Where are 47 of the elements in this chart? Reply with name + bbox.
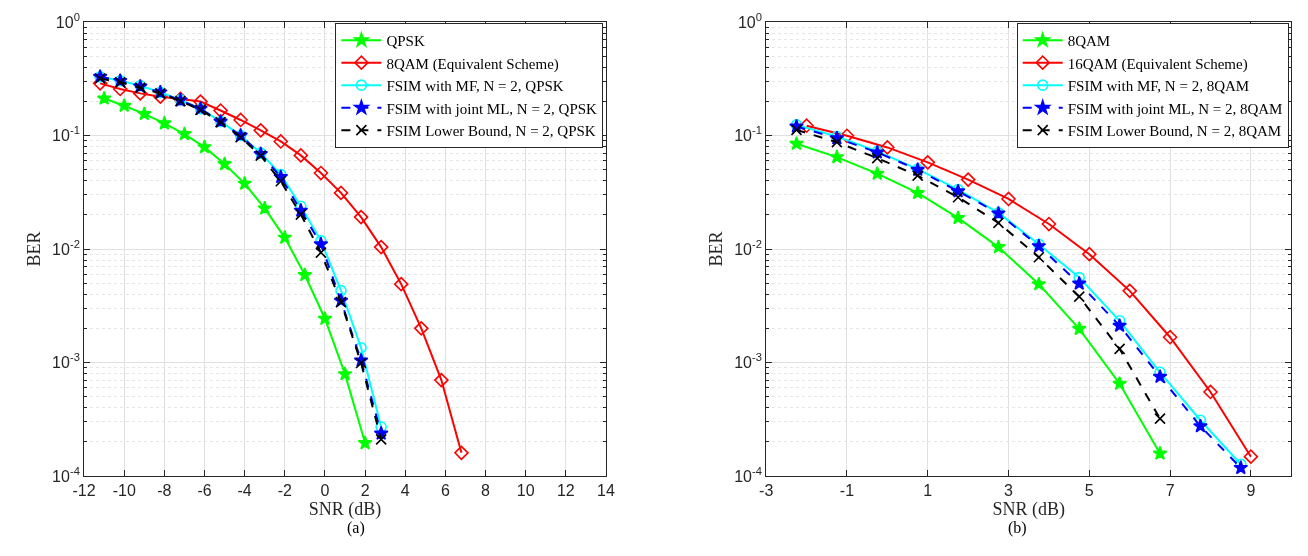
- y-tick-label: 10$^{0}$: [737, 10, 762, 31]
- x-tick-label: -12: [72, 482, 96, 500]
- text: (b): [1008, 519, 1027, 537]
- x-tick-label: 12: [556, 482, 575, 500]
- legend-label: 8QAM: [1067, 33, 1111, 50]
- legend-label: FSIM with MF, N = 2, QPSK: [386, 78, 564, 95]
- x-tick-label: 8: [481, 482, 491, 500]
- y-axis-title: BER: [706, 231, 727, 267]
- legend-label: FSIM with joint ML, N = 2, QPSK: [386, 100, 598, 117]
- x-axis-title: SNR (dB): [308, 499, 382, 521]
- x-tick-label: 6: [440, 482, 450, 500]
- x-tick-label: 4: [400, 482, 410, 500]
- x-tick-label: -8: [157, 482, 172, 500]
- y-tick-label: 10$^{-1}$: [52, 124, 80, 145]
- y-tick-label: 10$^{-2}$: [734, 237, 762, 258]
- x-tick-label: 14: [597, 482, 615, 500]
- legend-label: FSIM with MF, N = 2, 8QAM: [1067, 78, 1250, 95]
- x-tick-label: -2: [277, 482, 292, 500]
- x-tick-label: 2: [360, 482, 370, 500]
- legend-label: 8QAM (Equivalent Scheme): [386, 55, 559, 73]
- x-tick-label: -3: [759, 482, 774, 500]
- y-tick-label: 10$^{-4}$: [52, 464, 80, 485]
- legend-label: QPSK: [386, 33, 425, 50]
- x-axis-title: SNR (dB): [992, 499, 1065, 521]
- x-tick-label: 9: [1246, 482, 1256, 500]
- x-tick-label: 10: [516, 482, 535, 500]
- y-axis-title: BER: [24, 231, 45, 267]
- x-tick-label: 0: [320, 482, 330, 500]
- legend-label: 16QAM (Equivalent Scheme): [1067, 55, 1248, 73]
- y-tick-label: 10$^{-4}$: [734, 464, 762, 485]
- x-tick-label: 3: [1004, 482, 1014, 500]
- y-tick-label: 10$^{-2}$: [52, 237, 80, 258]
- legend-label: FSIM Lower Bound, N = 2, 8QAM: [1067, 123, 1282, 140]
- y-tick-label: 10$^{0}$: [55, 10, 80, 31]
- legend-label: FSIM Lower Bound, N = 2, QPSK: [386, 123, 596, 140]
- x-tick-label: -4: [237, 482, 252, 500]
- y-tick-label: 10$^{-1}$: [734, 124, 762, 145]
- x-tick-label: -1: [839, 482, 855, 500]
- x-tick-label: 5: [1084, 482, 1094, 500]
- x-tick-label: 1: [923, 482, 933, 500]
- text: (a): [347, 519, 365, 537]
- y-tick-label: 10$^{-3}$: [52, 351, 80, 372]
- y-tick-label: 10$^{-3}$: [734, 351, 762, 372]
- x-tick-label: -6: [197, 482, 212, 500]
- x-tick-label: 7: [1165, 482, 1175, 500]
- legend-label: FSIM with joint ML, N = 2, 8QAM: [1067, 100, 1283, 117]
- x-tick-label: -10: [112, 482, 136, 500]
